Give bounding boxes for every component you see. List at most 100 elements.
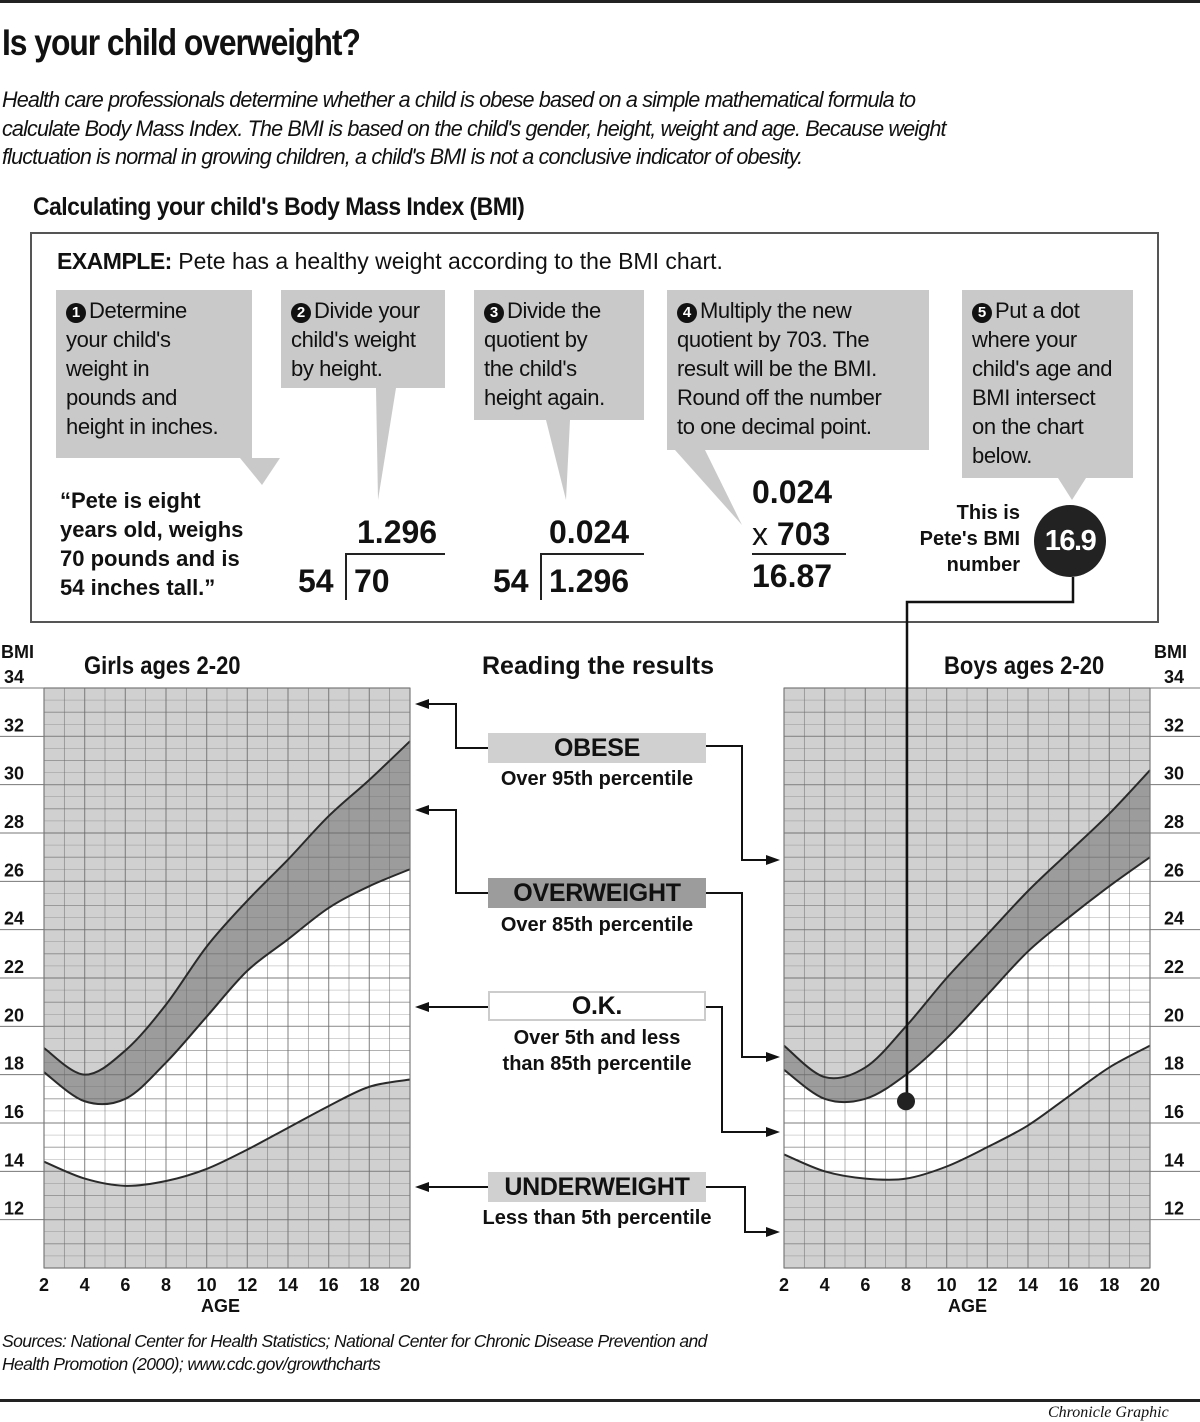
legend-overweight: OVERWEIGHT [488, 878, 706, 908]
legend-arrow-line [706, 1006, 775, 1133]
x-tick-label: 2 [779, 1275, 789, 1295]
intro-paragraph: Health care professionals determine whet… [2, 86, 1173, 172]
boys-x-axis-label: AGE [948, 1296, 988, 1316]
y-tick-label: 24 [1164, 909, 1184, 929]
legend-arrow-line [706, 1186, 775, 1233]
legend-ok: O.K. [488, 991, 706, 1021]
legend-arrow-line [706, 892, 775, 1058]
sources-line: Sources: National Center for Health Stat… [2, 1331, 707, 1351]
step-2-box: 2 Divide your child's weight by height. [281, 290, 445, 388]
step-number-badge: 5 [972, 303, 992, 323]
quote-line: 54 inches tall.” [60, 575, 216, 600]
y-tick-label: 16 [1164, 1102, 1184, 1122]
pete-bmi-badge: 16.9 [1034, 505, 1106, 577]
example-text: Pete has a healthy weight according to t… [178, 248, 723, 274]
legend-arrow-line [706, 745, 775, 861]
percentile-curve-0 [43, 740, 411, 1076]
top-rule [0, 0, 1200, 3]
step-number-badge: 3 [484, 303, 504, 323]
x-tick-label: 4 [820, 1275, 830, 1295]
x-tick-label: 6 [860, 1275, 870, 1295]
example-label: EXAMPLE: [57, 248, 172, 274]
step-text: Divide the [507, 298, 601, 323]
legend-obese: OBESE [488, 733, 706, 763]
y-tick-label: 32 [1164, 715, 1184, 735]
legend-overweight-desc: Over 85th percentile [440, 912, 754, 938]
y-tick-label: 24 [4, 909, 24, 929]
y-tick-label: 18 [1164, 1054, 1184, 1074]
x-tick-label: 16 [1059, 1275, 1079, 1295]
step-text: child's age and [972, 356, 1113, 381]
multiply-factor-row: x 703 [752, 516, 830, 552]
y-tick-label: 12 [1164, 1199, 1184, 1219]
division-2-divisor: 54 [493, 563, 529, 599]
step-text: quotient by 703. The [677, 327, 870, 352]
x-tick-label: 12 [977, 1275, 997, 1295]
percentile-curve-1 [43, 868, 411, 1106]
step-text: child's weight [291, 327, 416, 352]
y-tick-label: 18 [4, 1054, 24, 1074]
step-text: Round off the number [677, 385, 882, 410]
arrowhead-icon [766, 1052, 780, 1062]
arrowhead-icon [415, 699, 429, 709]
arrowhead-icon [415, 805, 429, 815]
x-tick-label: 4 [80, 1275, 90, 1295]
legend-desc-line: Over 85th percentile [500, 914, 694, 936]
step-4-box: 4 Multiply the new quotient by 703. The r… [667, 290, 929, 450]
pete-bmi-dot [897, 1092, 915, 1111]
step-number-badge: 1 [66, 303, 86, 323]
legend-desc-line: Over 5th and less [513, 1027, 681, 1049]
girls-y-axis-label: BMI [1, 642, 34, 662]
percentile-curve-2 [783, 1044, 1151, 1181]
legend-obese-desc: Over 95th percentile [440, 766, 754, 792]
x-tick-label: 20 [400, 1275, 420, 1295]
x-tick-label: 2 [39, 1275, 49, 1295]
underweight-zone [784, 1045, 1150, 1268]
legend-arrow-line [420, 703, 488, 749]
boys-chart-title: Boys ages 2-20 [944, 652, 1105, 680]
pete-label-line: number [946, 554, 1020, 576]
x-tick-label: 20 [1140, 1275, 1160, 1295]
example-panel [30, 232, 1159, 623]
pete-bmi-label: This is Pete's BMI number [880, 500, 1020, 578]
arrowhead-icon [766, 1127, 780, 1137]
legend-underweight: UNDERWEIGHT [488, 1172, 706, 1202]
x-tick-label: 14 [1018, 1275, 1038, 1295]
y-tick-label: 32 [4, 715, 24, 735]
step-text: by height. [291, 356, 383, 381]
intro-line: Health care professionals determine whet… [2, 87, 916, 112]
intro-line: fluctuation is normal in growing childre… [2, 144, 803, 169]
step-text: height again. [484, 385, 605, 410]
callout-pointer [546, 420, 570, 500]
arrowhead-icon [415, 1182, 429, 1192]
graphic-credit: Chronicle Graphic [1048, 1404, 1169, 1421]
legend-desc-line: than 85th percentile [502, 1053, 692, 1075]
step-text: to one decimal point. [677, 414, 872, 439]
step-text: weight in [66, 356, 150, 381]
step-3-box: 3 Divide the quotient by the child's heig… [474, 290, 644, 420]
multiply-factor: 703 [776, 516, 831, 552]
legend-title: Reading the results [482, 652, 714, 680]
arrowhead-icon [766, 855, 780, 865]
x-tick-label: 6 [120, 1275, 130, 1295]
step-text: pounds and [66, 385, 177, 410]
division-2-dividend: 1.296 [549, 563, 630, 599]
quote-line: 70 pounds and is [60, 546, 240, 571]
percentile-curve-2 [43, 1078, 411, 1187]
y-tick-label: 30 [1164, 764, 1184, 784]
y-tick-label: 16 [4, 1102, 24, 1122]
callout-pointer [376, 388, 396, 500]
pete-label-line: Pete's BMI [919, 528, 1020, 550]
step-text: on the chart [972, 414, 1084, 439]
division-1-dividend: 70 [354, 563, 390, 599]
step-text: BMI intersect [972, 385, 1096, 410]
pete-quote: “Pete is eight years old, weighs 70 poun… [60, 486, 243, 602]
x-tick-label: 18 [1099, 1275, 1119, 1295]
y-tick-label: 28 [1164, 812, 1184, 832]
y-tick-label: 22 [1164, 957, 1184, 977]
y-tick-label: 22 [4, 957, 24, 977]
legend-ok-desc: Over 5th and less than 85th percentile [440, 1025, 754, 1077]
step-text: height in inches. [66, 414, 219, 439]
